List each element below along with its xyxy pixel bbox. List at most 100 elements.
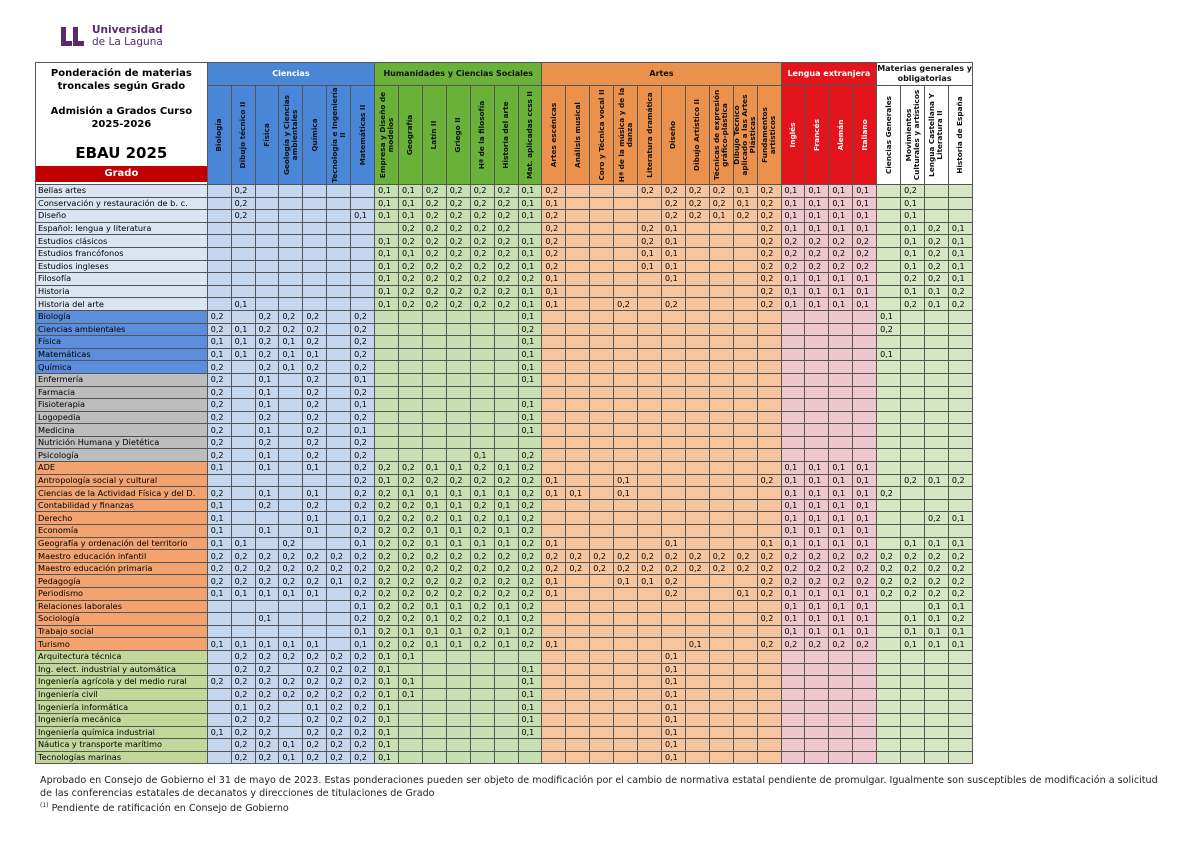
weight-cell: 0,2 bbox=[469, 574, 495, 588]
weight-cell: 0,2 bbox=[732, 549, 758, 563]
weight-cell bbox=[565, 246, 591, 261]
weight-cell bbox=[613, 687, 639, 702]
weight-cell: 0,2 bbox=[613, 297, 639, 311]
weight-cell bbox=[278, 221, 304, 236]
weight-cell: 0,1 bbox=[732, 196, 758, 211]
weight-cell bbox=[230, 234, 256, 248]
weight-cell: 0,1 bbox=[852, 196, 878, 211]
weight-cell bbox=[876, 284, 902, 299]
weight-cell: 0,2 bbox=[900, 184, 925, 198]
weight-cell: 0,1 bbox=[828, 498, 854, 513]
degree-name: Historia del arte bbox=[35, 297, 208, 311]
weight-cell: 0,2 bbox=[780, 549, 806, 563]
weight-cell bbox=[589, 687, 615, 702]
weight-cell bbox=[493, 385, 519, 400]
weight-cell bbox=[637, 649, 662, 664]
weight-cell: 0,2 bbox=[421, 221, 447, 236]
weight-cell: 0,2 bbox=[278, 536, 304, 551]
weight-cell bbox=[206, 221, 232, 236]
weight-cell: 0,2 bbox=[493, 221, 519, 236]
weight-cell: 0,2 bbox=[230, 712, 256, 727]
weight-cell: 0,2 bbox=[876, 549, 902, 563]
weight-cell bbox=[589, 712, 615, 727]
weight-cell: 0,2 bbox=[493, 574, 519, 588]
weight-cell bbox=[445, 738, 471, 752]
weight-cell bbox=[278, 662, 304, 677]
weight-cell bbox=[397, 398, 423, 412]
weight-cell: 0,2 bbox=[828, 561, 854, 576]
weight-cell bbox=[254, 259, 280, 274]
weight-cell bbox=[374, 410, 399, 425]
weight-cell bbox=[565, 675, 591, 689]
weight-cell bbox=[876, 599, 902, 614]
weight-cell bbox=[565, 725, 591, 740]
weight-cell: 0,2 bbox=[732, 209, 758, 223]
table-row: Arquitectura técnica 0,2 0,2 0,2 0,2 0,2 0,2 0,… bbox=[35, 649, 974, 664]
weight-cell: 0,1 bbox=[278, 637, 304, 651]
degree-name: Náutica y transporte marítimo bbox=[35, 738, 208, 752]
weight-cell bbox=[923, 687, 949, 702]
weight-cell bbox=[780, 435, 806, 450]
weight-cell bbox=[469, 662, 495, 677]
weight-cell bbox=[278, 511, 304, 526]
weight-cell: 0,2 bbox=[254, 335, 280, 349]
weight-cell bbox=[326, 297, 352, 311]
weight-cell bbox=[374, 360, 399, 374]
weight-cell: 0,1 bbox=[493, 461, 519, 475]
weight-cell: 0,2 bbox=[374, 511, 399, 526]
weight-cell bbox=[206, 209, 232, 223]
weight-cell bbox=[732, 284, 758, 299]
table-row: Economía 0,1 0,1 0,1 0,2 0,2 0,2 0,1 0,1 0,2 0,1 0,… bbox=[35, 524, 974, 538]
weight-cell: 0,2 bbox=[469, 524, 495, 538]
weight-cell bbox=[541, 360, 567, 374]
weight-cell bbox=[541, 662, 567, 677]
group-header-a: Artes bbox=[541, 62, 782, 86]
weight-cell: 0,2 bbox=[517, 448, 543, 463]
weight-cell bbox=[947, 196, 974, 211]
weight-cell bbox=[876, 725, 902, 740]
weight-cell bbox=[397, 309, 423, 324]
weight-cell bbox=[708, 448, 734, 463]
weight-cell bbox=[900, 750, 925, 765]
weight-cell: 0,2 bbox=[326, 700, 352, 714]
weight-cell bbox=[780, 347, 806, 362]
weight-cell: 0,2 bbox=[374, 524, 399, 538]
weight-cell bbox=[541, 750, 567, 765]
weight-cell bbox=[278, 385, 304, 400]
weight-cell: 0,1 bbox=[541, 536, 567, 551]
weight-cell: 0,2 bbox=[493, 209, 519, 223]
weight-cell bbox=[876, 662, 902, 677]
weight-cell bbox=[565, 272, 591, 286]
weight-cell bbox=[947, 662, 974, 677]
weight-cell: 0,1 bbox=[302, 511, 328, 526]
weight-cell bbox=[732, 599, 758, 614]
weight-cell bbox=[852, 738, 878, 752]
weight-cell bbox=[326, 360, 352, 374]
weight-cell bbox=[326, 184, 352, 198]
weight-cell: 0,2 bbox=[780, 561, 806, 576]
weight-cell: 0,1 bbox=[900, 637, 925, 651]
weight-cell bbox=[421, 372, 447, 387]
weight-cell bbox=[445, 410, 471, 425]
weight-cell bbox=[708, 536, 734, 551]
weight-cell: 0,2 bbox=[660, 184, 686, 198]
weight-cell: 0,1 bbox=[517, 246, 543, 261]
weight-cell: 0,1 bbox=[397, 246, 423, 261]
weight-cell: 0,1 bbox=[230, 536, 256, 551]
weight-cell bbox=[374, 398, 399, 412]
weight-cell bbox=[421, 649, 447, 664]
weight-cell: 0,1 bbox=[804, 612, 830, 626]
weight-cell: 0,2 bbox=[350, 360, 376, 374]
weight-cell: 0,1 bbox=[541, 486, 567, 500]
weight-cell: 0,2 bbox=[469, 587, 495, 601]
weight-cell bbox=[517, 649, 543, 664]
subject-header: Técnicas de expresión gráfico-plástica bbox=[708, 85, 734, 185]
weight-cell: 0,2 bbox=[613, 561, 639, 576]
weight-cell bbox=[756, 335, 782, 349]
weight-cell bbox=[660, 284, 686, 299]
weight-cell: 0,1 bbox=[852, 511, 878, 526]
weight-cell: 0,1 bbox=[852, 612, 878, 626]
weight-cell bbox=[732, 750, 758, 765]
weight-cell bbox=[876, 209, 902, 223]
degree-name: Estudios clásicos bbox=[35, 234, 208, 248]
